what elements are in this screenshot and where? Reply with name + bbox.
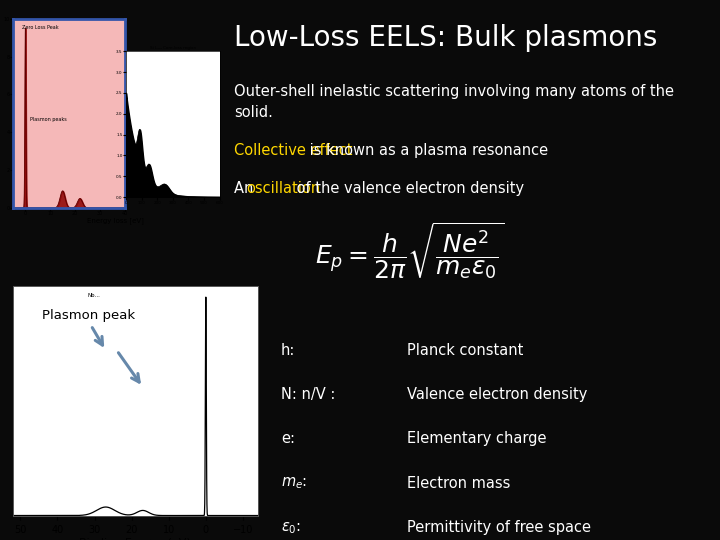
X-axis label: Binding Energy (eV): Binding Energy (eV) bbox=[79, 537, 192, 540]
Text: An: An bbox=[234, 181, 258, 196]
Text: Low-Loss EELS: Bulk plasmons: Low-Loss EELS: Bulk plasmons bbox=[234, 24, 657, 52]
Text: oscillation: oscillation bbox=[246, 181, 320, 196]
Text: Plasmon peaks: Plasmon peaks bbox=[30, 117, 66, 122]
Text: Permittivity of free space: Permittivity of free space bbox=[407, 520, 591, 535]
Text: Energy loss [eV]: Energy loss [eV] bbox=[87, 217, 143, 224]
Text: Collective effect: Collective effect bbox=[234, 143, 353, 158]
Text: Electron mass: Electron mass bbox=[407, 476, 510, 491]
Text: h:: h: bbox=[281, 343, 295, 358]
Text: Outer-shell inelastic scattering involving many atoms of the
solid.: Outer-shell inelastic scattering involvi… bbox=[234, 84, 674, 120]
Text: Elementary charge: Elementary charge bbox=[407, 431, 546, 447]
Text: of the valence electron density: of the valence electron density bbox=[292, 181, 525, 196]
Text: Zero Loss Peak: Zero Loss Peak bbox=[22, 24, 58, 30]
Title: Si L₂,₃ Core-loss region: Si L₂,₃ Core-loss region bbox=[150, 45, 196, 50]
Text: $E_p = \dfrac{h}{2\pi} \sqrt{\dfrac{Ne^2}{m_e\varepsilon_0}}$: $E_p = \dfrac{h}{2\pi} \sqrt{\dfrac{Ne^2… bbox=[315, 220, 505, 282]
Text: Valence electron density: Valence electron density bbox=[407, 387, 588, 402]
Text: is known as a plasma resonance: is known as a plasma resonance bbox=[305, 143, 548, 158]
Text: Plasmon peak: Plasmon peak bbox=[42, 309, 135, 322]
Text: Planck constant: Planck constant bbox=[407, 343, 523, 358]
Text: N: n/V :: N: n/V : bbox=[281, 387, 336, 402]
Text: e:: e: bbox=[281, 431, 294, 447]
Text: Nb...: Nb... bbox=[87, 293, 100, 298]
Text: $m_e$:: $m_e$: bbox=[281, 476, 307, 491]
Text: $\varepsilon_0$:: $\varepsilon_0$: bbox=[281, 520, 301, 536]
